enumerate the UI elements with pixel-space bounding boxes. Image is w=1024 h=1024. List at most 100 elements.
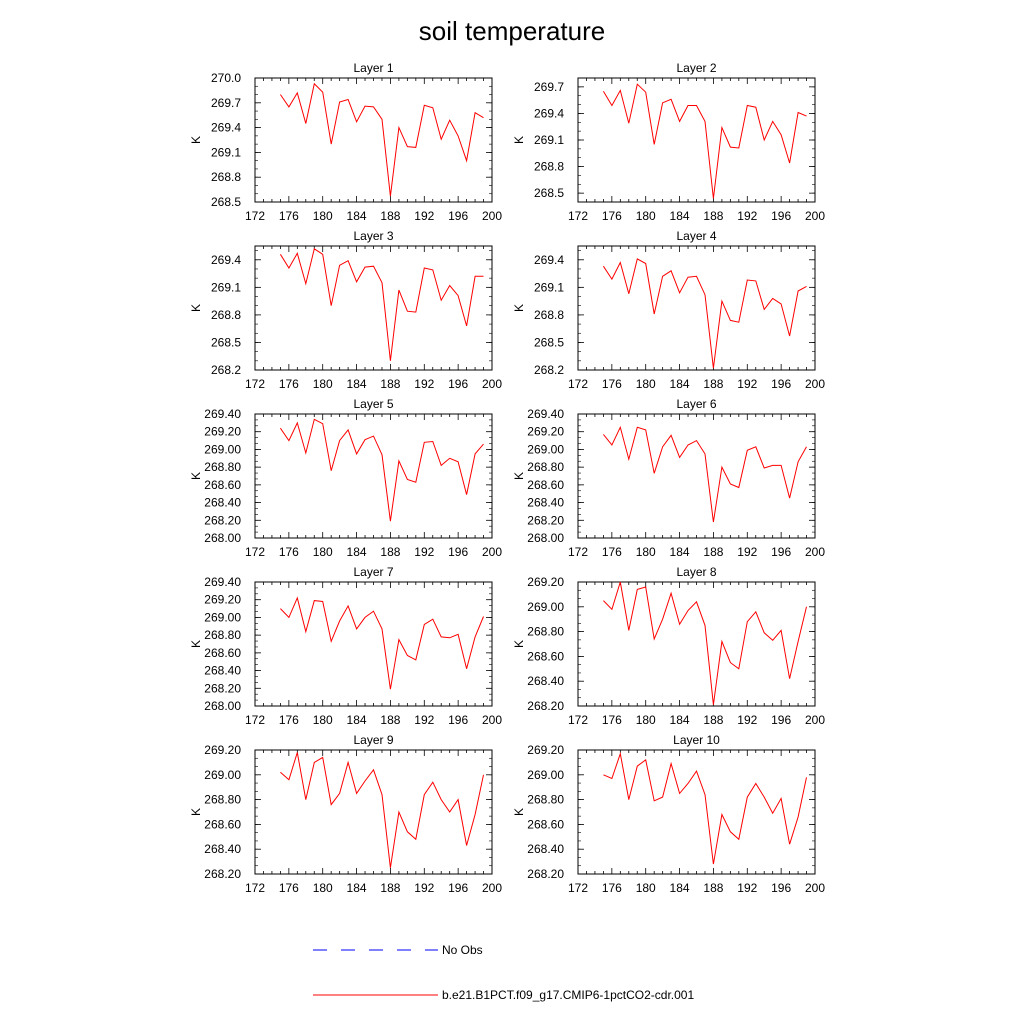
x-tick-label: 200 [805, 545, 825, 559]
y-tick-label: 269.7 [534, 80, 564, 94]
panel-4: Layer 4 K 172 176 180 184 188 192 196 200 268.2 268… [512, 229, 825, 391]
plot-frame [577, 581, 816, 707]
x-tick-label: 172 [245, 209, 265, 223]
y-tick-label: 268.60 [204, 478, 241, 492]
y-tick-label: 269.20 [527, 425, 564, 439]
y-axis-label: K [512, 304, 526, 312]
y-tick-label: 268.00 [204, 531, 241, 545]
panel-8: Layer 8 K 172 176 180 184 188 192 196 200 268.20 26… [512, 565, 825, 727]
x-tick-label: 192 [737, 209, 757, 223]
legend: No Obs b.e21.B1PCT.f09_g17.CMIP6-1pctCO2… [313, 943, 694, 1002]
x-tick-label: 176 [279, 713, 299, 727]
y-tick-label: 268.40 [204, 842, 241, 856]
plot-frame [577, 413, 816, 539]
plot-frame [577, 749, 816, 875]
y-tick-label: 268.8 [211, 170, 241, 184]
x-tick-label: 196 [771, 545, 791, 559]
series-line [602, 83, 807, 199]
y-tick-label: 269.4 [534, 253, 564, 267]
y-tick-label: 268.40 [204, 664, 241, 678]
y-tick-label: 269.00 [527, 600, 564, 614]
x-tick-label: 192 [737, 377, 757, 391]
x-tick-label: 200 [482, 881, 502, 895]
y-tick-label: 269.20 [527, 575, 564, 589]
x-tick-label: 192 [414, 713, 434, 727]
x-tick-label: 184 [347, 881, 367, 895]
x-tick-label: 172 [568, 881, 588, 895]
x-tick-label: 180 [313, 209, 333, 223]
y-tick-label: 268.60 [527, 649, 564, 663]
panel-title: Layer 6 [676, 397, 716, 411]
x-tick-label: 184 [347, 545, 367, 559]
x-tick-label: 180 [636, 377, 656, 391]
y-tick-label: 268.40 [527, 842, 564, 856]
x-tick-label: 176 [602, 881, 622, 895]
figure-title: soil temperature [419, 16, 605, 46]
x-tick-label: 188 [703, 209, 723, 223]
x-tick-label: 172 [568, 377, 588, 391]
panel-9: Layer 9 K 172 176 180 184 188 192 196 200 268.20 26… [189, 733, 502, 895]
plot-frame [254, 77, 493, 203]
panel-6: Layer 6 K 172 176 180 184 188 192 196 200 268.00 26… [512, 397, 825, 559]
x-tick-label: 180 [313, 377, 333, 391]
x-tick-label: 188 [703, 713, 723, 727]
x-tick-label: 200 [805, 881, 825, 895]
x-tick-label: 196 [448, 209, 468, 223]
legend-label-no-obs: No Obs [442, 943, 483, 957]
x-tick-label: 196 [448, 881, 468, 895]
x-tick-label: 196 [448, 545, 468, 559]
y-tick-label: 268.00 [527, 531, 564, 545]
x-tick-label: 200 [805, 377, 825, 391]
x-tick-label: 180 [636, 545, 656, 559]
y-tick-label: 269.40 [204, 575, 241, 589]
x-tick-label: 192 [414, 545, 434, 559]
legend-label-model: b.e21.B1PCT.f09_g17.CMIP6-1pctCO2-cdr.00… [442, 988, 694, 1002]
x-tick-label: 172 [568, 713, 588, 727]
x-tick-label: 172 [245, 377, 265, 391]
y-tick-label: 268.2 [534, 363, 564, 377]
y-axis-label: K [189, 472, 203, 480]
panel-title: Layer 4 [676, 229, 716, 243]
x-tick-label: 184 [670, 545, 690, 559]
series-line [279, 82, 484, 197]
y-tick-label: 269.00 [204, 442, 241, 456]
y-tick-label: 268.20 [204, 681, 241, 695]
x-tick-label: 176 [602, 545, 622, 559]
x-tick-label: 184 [347, 377, 367, 391]
y-axis-label: K [512, 808, 526, 816]
y-tick-label: 269.00 [204, 610, 241, 624]
y-axis-label: K [512, 640, 526, 648]
x-tick-label: 176 [279, 881, 299, 895]
x-tick-label: 200 [805, 713, 825, 727]
x-tick-label: 192 [414, 377, 434, 391]
x-tick-label: 188 [380, 209, 400, 223]
x-tick-label: 180 [313, 545, 333, 559]
x-tick-label: 200 [482, 377, 502, 391]
x-tick-label: 200 [805, 209, 825, 223]
series-line [603, 425, 807, 523]
y-tick-label: 269.4 [211, 253, 241, 267]
series-line [602, 258, 807, 369]
x-tick-label: 192 [737, 545, 757, 559]
x-tick-label: 196 [448, 377, 468, 391]
y-tick-label: 268.40 [527, 496, 564, 510]
x-tick-label: 188 [703, 881, 723, 895]
x-tick-label: 172 [245, 545, 265, 559]
y-tick-label: 268.40 [527, 674, 564, 688]
x-tick-label: 184 [670, 881, 690, 895]
y-tick-label: 268.80 [204, 628, 241, 642]
y-axis-label: K [189, 136, 203, 144]
y-tick-label: 268.5 [534, 186, 564, 200]
x-tick-label: 176 [602, 713, 622, 727]
series-line [280, 596, 484, 690]
y-tick-label: 268.8 [534, 160, 564, 174]
x-tick-label: 176 [279, 209, 299, 223]
y-tick-label: 269.40 [204, 407, 241, 421]
panel-title: Layer 5 [353, 397, 393, 411]
x-tick-label: 172 [568, 209, 588, 223]
x-tick-label: 192 [414, 209, 434, 223]
y-tick-label: 268.20 [527, 513, 564, 527]
x-tick-label: 188 [380, 881, 400, 895]
y-tick-label: 268.80 [527, 460, 564, 474]
y-tick-label: 269.00 [527, 442, 564, 456]
